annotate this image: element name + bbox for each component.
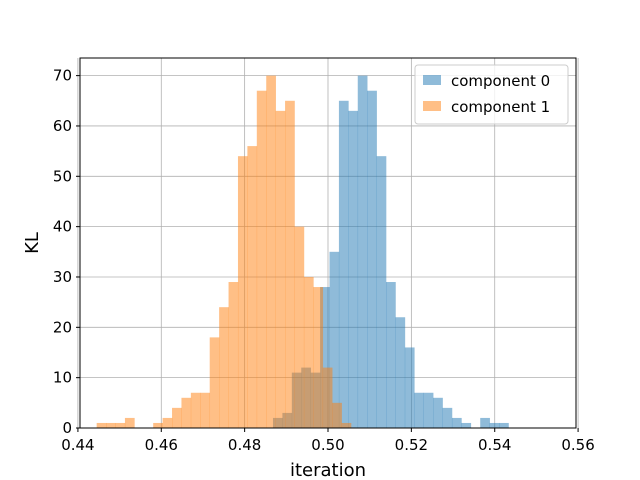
- histogram-bar-series-1: [162, 417, 173, 428]
- y-tick-label: 50: [53, 167, 72, 185]
- y-tick-label: 60: [53, 117, 72, 135]
- histogram-bar-series-0: [338, 100, 349, 428]
- x-axis-label: iteration: [290, 460, 366, 480]
- histogram-bar-series-1: [190, 392, 201, 428]
- histogram-bar-series-0: [395, 317, 406, 428]
- histogram-bar-series-0: [414, 392, 424, 428]
- x-tick-label: 0.56: [561, 436, 594, 454]
- legend-label-series-1: component 1: [451, 98, 550, 116]
- histogram-bar-series-1: [153, 422, 163, 428]
- histogram-bar-series-0: [480, 417, 490, 428]
- x-tick-label: 0.54: [478, 436, 511, 454]
- histogram-bar-series-1: [332, 402, 342, 428]
- histogram-bar-series-0: [320, 287, 330, 428]
- histogram-bar-series-0: [329, 251, 340, 428]
- y-tick-label: 20: [53, 318, 72, 336]
- legend-box: [414, 64, 569, 125]
- histogram-bar-series-1: [200, 392, 211, 428]
- x-tick-label: 0.44: [61, 436, 94, 454]
- histogram-bar-series-0: [433, 397, 443, 428]
- legend-swatch-series-0: [423, 75, 441, 85]
- histogram-bar-series-1: [115, 422, 126, 428]
- histogram-bar-series-0: [489, 422, 500, 428]
- histogram-bar-series-1: [124, 417, 135, 428]
- y-tick-label: 10: [53, 369, 72, 387]
- histogram-bar-series-0: [376, 156, 387, 428]
- histogram-bar-series-0: [499, 422, 509, 428]
- histogram-bar-series-1: [96, 422, 107, 428]
- x-tick-label: 0.52: [395, 436, 428, 454]
- histogram-bar-series-1: [209, 337, 220, 428]
- y-tick-label: 70: [53, 67, 72, 85]
- histogram-bar-series-1: [172, 407, 182, 428]
- histogram-bar-series-1: [285, 100, 295, 428]
- histogram-bar-series-0: [367, 90, 377, 429]
- histogram-bar-series-0: [423, 392, 434, 428]
- histogram-bars: [96, 75, 509, 429]
- histogram-bar-series-1: [106, 422, 116, 428]
- histogram-bar-series-0: [442, 407, 453, 428]
- histogram-bar-series-1: [294, 226, 305, 428]
- legend-label-series-0: component 0: [451, 72, 550, 90]
- histogram-bar-series-0: [348, 110, 359, 428]
- histogram-bar-series-1: [322, 367, 333, 428]
- x-tick-label: 0.48: [228, 436, 261, 454]
- y-tick-label: 40: [53, 218, 72, 236]
- legend-swatch-series-1: [423, 101, 441, 111]
- histogram-bar-series-1: [266, 75, 276, 428]
- axis-ticks: 0.44 0.46 0.48 0.50 0.52 0.54 0.56 0 10 20 30 40 50 6…: [53, 67, 595, 454]
- histogram-bar-series-1: [228, 282, 239, 428]
- histogram-bar-series-1: [181, 397, 192, 428]
- x-tick-label: 0.50: [311, 436, 344, 454]
- histogram-bar-series-0: [386, 282, 396, 428]
- histogram-bar-series-1: [256, 90, 267, 429]
- histogram-bar-series-0: [404, 347, 415, 428]
- y-tick-label: 0: [62, 419, 72, 437]
- x-tick-label: 0.46: [145, 436, 178, 454]
- histogram-bar-series-1: [219, 307, 229, 428]
- histogram-bar-series-1: [237, 156, 248, 428]
- histogram-bar-series-0: [357, 75, 368, 428]
- histogram-bar-series-1: [247, 146, 258, 428]
- y-axis-label: KL: [22, 232, 43, 254]
- y-tick-label: 30: [53, 268, 72, 286]
- histogram-bar-series-1: [275, 110, 286, 428]
- histogram-bar-series-0: [461, 422, 472, 428]
- histogram-bar-series-1: [313, 287, 324, 428]
- legend: component 0 component 1: [414, 64, 569, 125]
- histogram-bar-series-0: [451, 417, 462, 428]
- histogram-bar-series-1: [341, 422, 352, 428]
- histogram-bar-series-1: [303, 276, 314, 428]
